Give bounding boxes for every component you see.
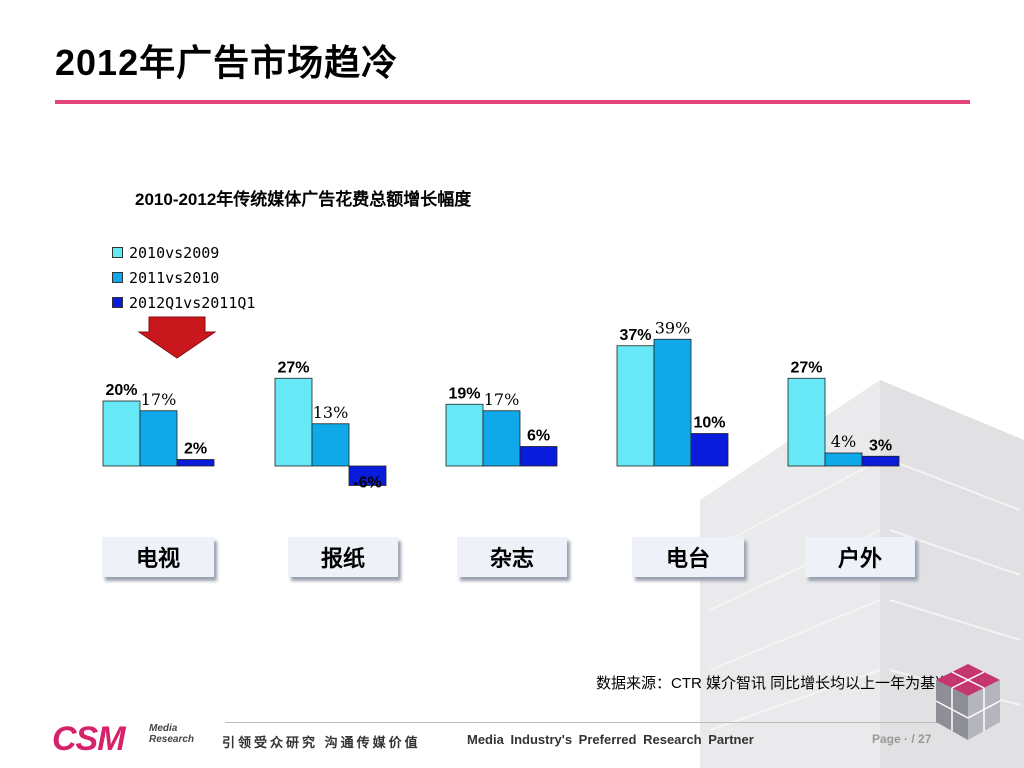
legend-item: 2011vs2010: [112, 265, 255, 290]
legend-label: 2011vs2010: [129, 268, 220, 287]
bar-户外-2012Q1vs2011Q1: [861, 455, 900, 467]
bar-杂志-2012Q1vs2011Q1: [519, 446, 558, 467]
title-divider: [55, 100, 970, 104]
category-box-magazine: 杂志: [457, 537, 567, 577]
data-label: 10%: [693, 415, 725, 432]
data-label: 20%: [105, 382, 137, 399]
bar-户外-2011vs2010: [824, 452, 863, 467]
legend-item: 2012Q1vs2011Q1: [112, 290, 255, 315]
data-label: -6%: [353, 475, 381, 492]
footer-divider: [225, 722, 965, 723]
bar-杂志-2011vs2010: [482, 410, 521, 467]
slogan-chinese: 引领受众研究 沟通传媒价值: [222, 735, 421, 750]
data-label: 13%: [313, 403, 349, 422]
slogan-english: Media Industry's Preferred Research Part…: [467, 732, 754, 747]
page-number: Page · / 27: [872, 732, 932, 746]
bar-报纸-2011vs2010: [311, 423, 350, 467]
bar-电台-2012Q1vs2011Q1: [690, 433, 729, 467]
legend-swatch: [112, 272, 123, 283]
data-label: 19%: [448, 385, 480, 402]
data-label: 39%: [655, 318, 691, 337]
page-title: 2012年广告市场趋冷: [55, 42, 399, 83]
data-label: 17%: [141, 390, 177, 409]
category-box-newspaper: 报纸: [288, 537, 398, 577]
legend-swatch: [112, 297, 123, 308]
data-label: 27%: [277, 359, 309, 376]
legend-item: 2010vs2009: [112, 240, 255, 265]
chart-title: 2010-2012年传统媒体广告花费总额增长幅度: [135, 190, 472, 209]
category-box-tv: 电视: [102, 537, 214, 577]
highlight-arrow-icon: [137, 316, 217, 359]
legend-label: 2012Q1vs2011Q1: [129, 293, 256, 312]
logo-sub-line: Media: [149, 723, 178, 734]
data-label: 2%: [184, 441, 207, 458]
bar-报纸-2012Q1vs2011Q1: [348, 465, 387, 486]
data-label: 6%: [527, 428, 550, 445]
data-label: 37%: [619, 327, 651, 344]
bar-电视-2012Q1vs2011Q1: [176, 459, 215, 467]
category-box-radio: 电台: [632, 537, 744, 577]
category-box-outdoor: 户外: [805, 537, 915, 577]
logo-sub-line: Research: [149, 734, 195, 745]
bar-电台-2011vs2010: [653, 338, 692, 467]
data-label: 17%: [484, 390, 520, 409]
logo-text: CSM: [52, 720, 126, 758]
bar-电视-2011vs2010: [139, 410, 178, 467]
data-label: 4%: [831, 432, 856, 451]
chart-legend: 2010vs2009 2011vs2010 2012Q1vs2011Q1: [112, 240, 255, 315]
bar-报纸-2010vs2009: [274, 377, 313, 467]
bar-电视-2010vs2009: [102, 400, 141, 467]
bar-户外-2010vs2009: [787, 377, 826, 467]
legend-label: 2010vs2009: [129, 243, 220, 262]
photo-cube-icon: [935, 664, 1001, 740]
bar-电台-2010vs2009: [616, 345, 655, 467]
logo-subtext: Media Research: [149, 723, 194, 745]
data-label: 27%: [790, 359, 822, 376]
bar-杂志-2010vs2009: [445, 403, 484, 467]
legend-swatch: [112, 247, 123, 258]
data-label: 3%: [869, 437, 892, 454]
data-source-note: 数据来源：CTR 媒介智讯 同比增长均以上一年为基准: [596, 675, 951, 692]
